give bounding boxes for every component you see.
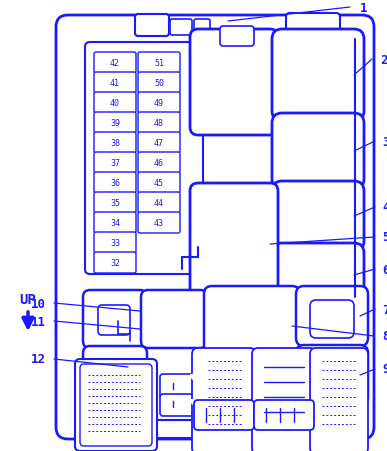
FancyBboxPatch shape <box>85 43 203 274</box>
FancyBboxPatch shape <box>94 93 136 114</box>
FancyBboxPatch shape <box>94 173 136 193</box>
FancyBboxPatch shape <box>83 346 147 402</box>
Text: 44: 44 <box>154 198 164 207</box>
Wedge shape <box>240 391 256 399</box>
FancyBboxPatch shape <box>194 400 254 430</box>
FancyBboxPatch shape <box>94 73 136 94</box>
Text: 11: 11 <box>31 315 46 328</box>
Wedge shape <box>240 366 256 374</box>
FancyBboxPatch shape <box>102 422 150 438</box>
FancyBboxPatch shape <box>190 184 278 305</box>
FancyBboxPatch shape <box>190 30 278 136</box>
FancyBboxPatch shape <box>296 345 368 405</box>
Text: 8: 8 <box>382 330 387 343</box>
FancyBboxPatch shape <box>80 364 152 446</box>
FancyBboxPatch shape <box>310 359 354 397</box>
FancyBboxPatch shape <box>56 16 374 439</box>
Text: 40: 40 <box>110 99 120 108</box>
Text: 1: 1 <box>360 1 368 14</box>
FancyBboxPatch shape <box>94 212 136 234</box>
FancyBboxPatch shape <box>296 286 368 346</box>
FancyBboxPatch shape <box>138 193 180 213</box>
Text: 10: 10 <box>31 297 46 310</box>
FancyBboxPatch shape <box>277 420 335 438</box>
FancyBboxPatch shape <box>220 27 254 47</box>
Text: 49: 49 <box>154 99 164 108</box>
Text: 46: 46 <box>154 159 164 168</box>
FancyBboxPatch shape <box>75 359 157 451</box>
FancyBboxPatch shape <box>138 93 180 114</box>
Text: 6: 6 <box>382 263 387 276</box>
FancyBboxPatch shape <box>94 193 136 213</box>
FancyBboxPatch shape <box>94 253 136 273</box>
Text: 9: 9 <box>382 363 387 376</box>
FancyBboxPatch shape <box>94 232 136 253</box>
Text: 41: 41 <box>110 79 120 88</box>
Text: 38: 38 <box>110 139 120 147</box>
FancyBboxPatch shape <box>194 20 210 34</box>
Text: 39: 39 <box>110 119 120 128</box>
FancyBboxPatch shape <box>138 173 180 193</box>
FancyBboxPatch shape <box>94 113 136 133</box>
FancyBboxPatch shape <box>310 348 368 451</box>
Text: 42: 42 <box>110 59 120 68</box>
FancyBboxPatch shape <box>152 420 216 438</box>
FancyBboxPatch shape <box>135 15 169 37</box>
FancyBboxPatch shape <box>254 400 314 430</box>
Text: 36: 36 <box>110 179 120 188</box>
Text: 45: 45 <box>154 179 164 188</box>
Text: 50: 50 <box>154 79 164 88</box>
FancyBboxPatch shape <box>138 133 180 154</box>
FancyBboxPatch shape <box>141 290 207 348</box>
FancyBboxPatch shape <box>94 152 136 174</box>
FancyBboxPatch shape <box>138 212 180 234</box>
FancyBboxPatch shape <box>138 73 180 94</box>
Wedge shape <box>190 374 206 382</box>
Text: 37: 37 <box>110 159 120 168</box>
Text: 4: 4 <box>382 201 387 214</box>
FancyBboxPatch shape <box>94 133 136 154</box>
FancyBboxPatch shape <box>160 394 194 416</box>
FancyBboxPatch shape <box>94 53 136 74</box>
FancyBboxPatch shape <box>138 113 180 133</box>
Text: 12: 12 <box>31 353 46 366</box>
Text: 33: 33 <box>110 239 120 248</box>
Wedge shape <box>190 399 206 407</box>
FancyBboxPatch shape <box>160 374 194 398</box>
Text: 5: 5 <box>382 231 387 244</box>
FancyBboxPatch shape <box>272 30 364 122</box>
FancyBboxPatch shape <box>170 20 192 36</box>
FancyBboxPatch shape <box>272 114 364 189</box>
FancyBboxPatch shape <box>98 305 130 335</box>
Text: 48: 48 <box>154 119 164 128</box>
Text: 7: 7 <box>382 303 387 316</box>
Text: 47: 47 <box>154 139 164 147</box>
FancyBboxPatch shape <box>286 14 340 40</box>
FancyBboxPatch shape <box>204 286 300 366</box>
FancyBboxPatch shape <box>272 182 364 252</box>
Text: UP: UP <box>20 292 36 306</box>
Text: 3: 3 <box>382 135 387 148</box>
Text: 34: 34 <box>110 219 120 227</box>
Text: 2: 2 <box>380 53 387 66</box>
FancyBboxPatch shape <box>252 348 316 451</box>
Text: 35: 35 <box>110 198 120 207</box>
FancyBboxPatch shape <box>310 300 354 338</box>
FancyBboxPatch shape <box>138 152 180 174</box>
FancyBboxPatch shape <box>83 290 147 348</box>
FancyBboxPatch shape <box>192 348 256 451</box>
Text: 32: 32 <box>110 258 120 267</box>
Text: 51: 51 <box>154 59 164 68</box>
Text: 43: 43 <box>154 219 164 227</box>
FancyBboxPatch shape <box>272 244 364 307</box>
FancyBboxPatch shape <box>138 53 180 74</box>
